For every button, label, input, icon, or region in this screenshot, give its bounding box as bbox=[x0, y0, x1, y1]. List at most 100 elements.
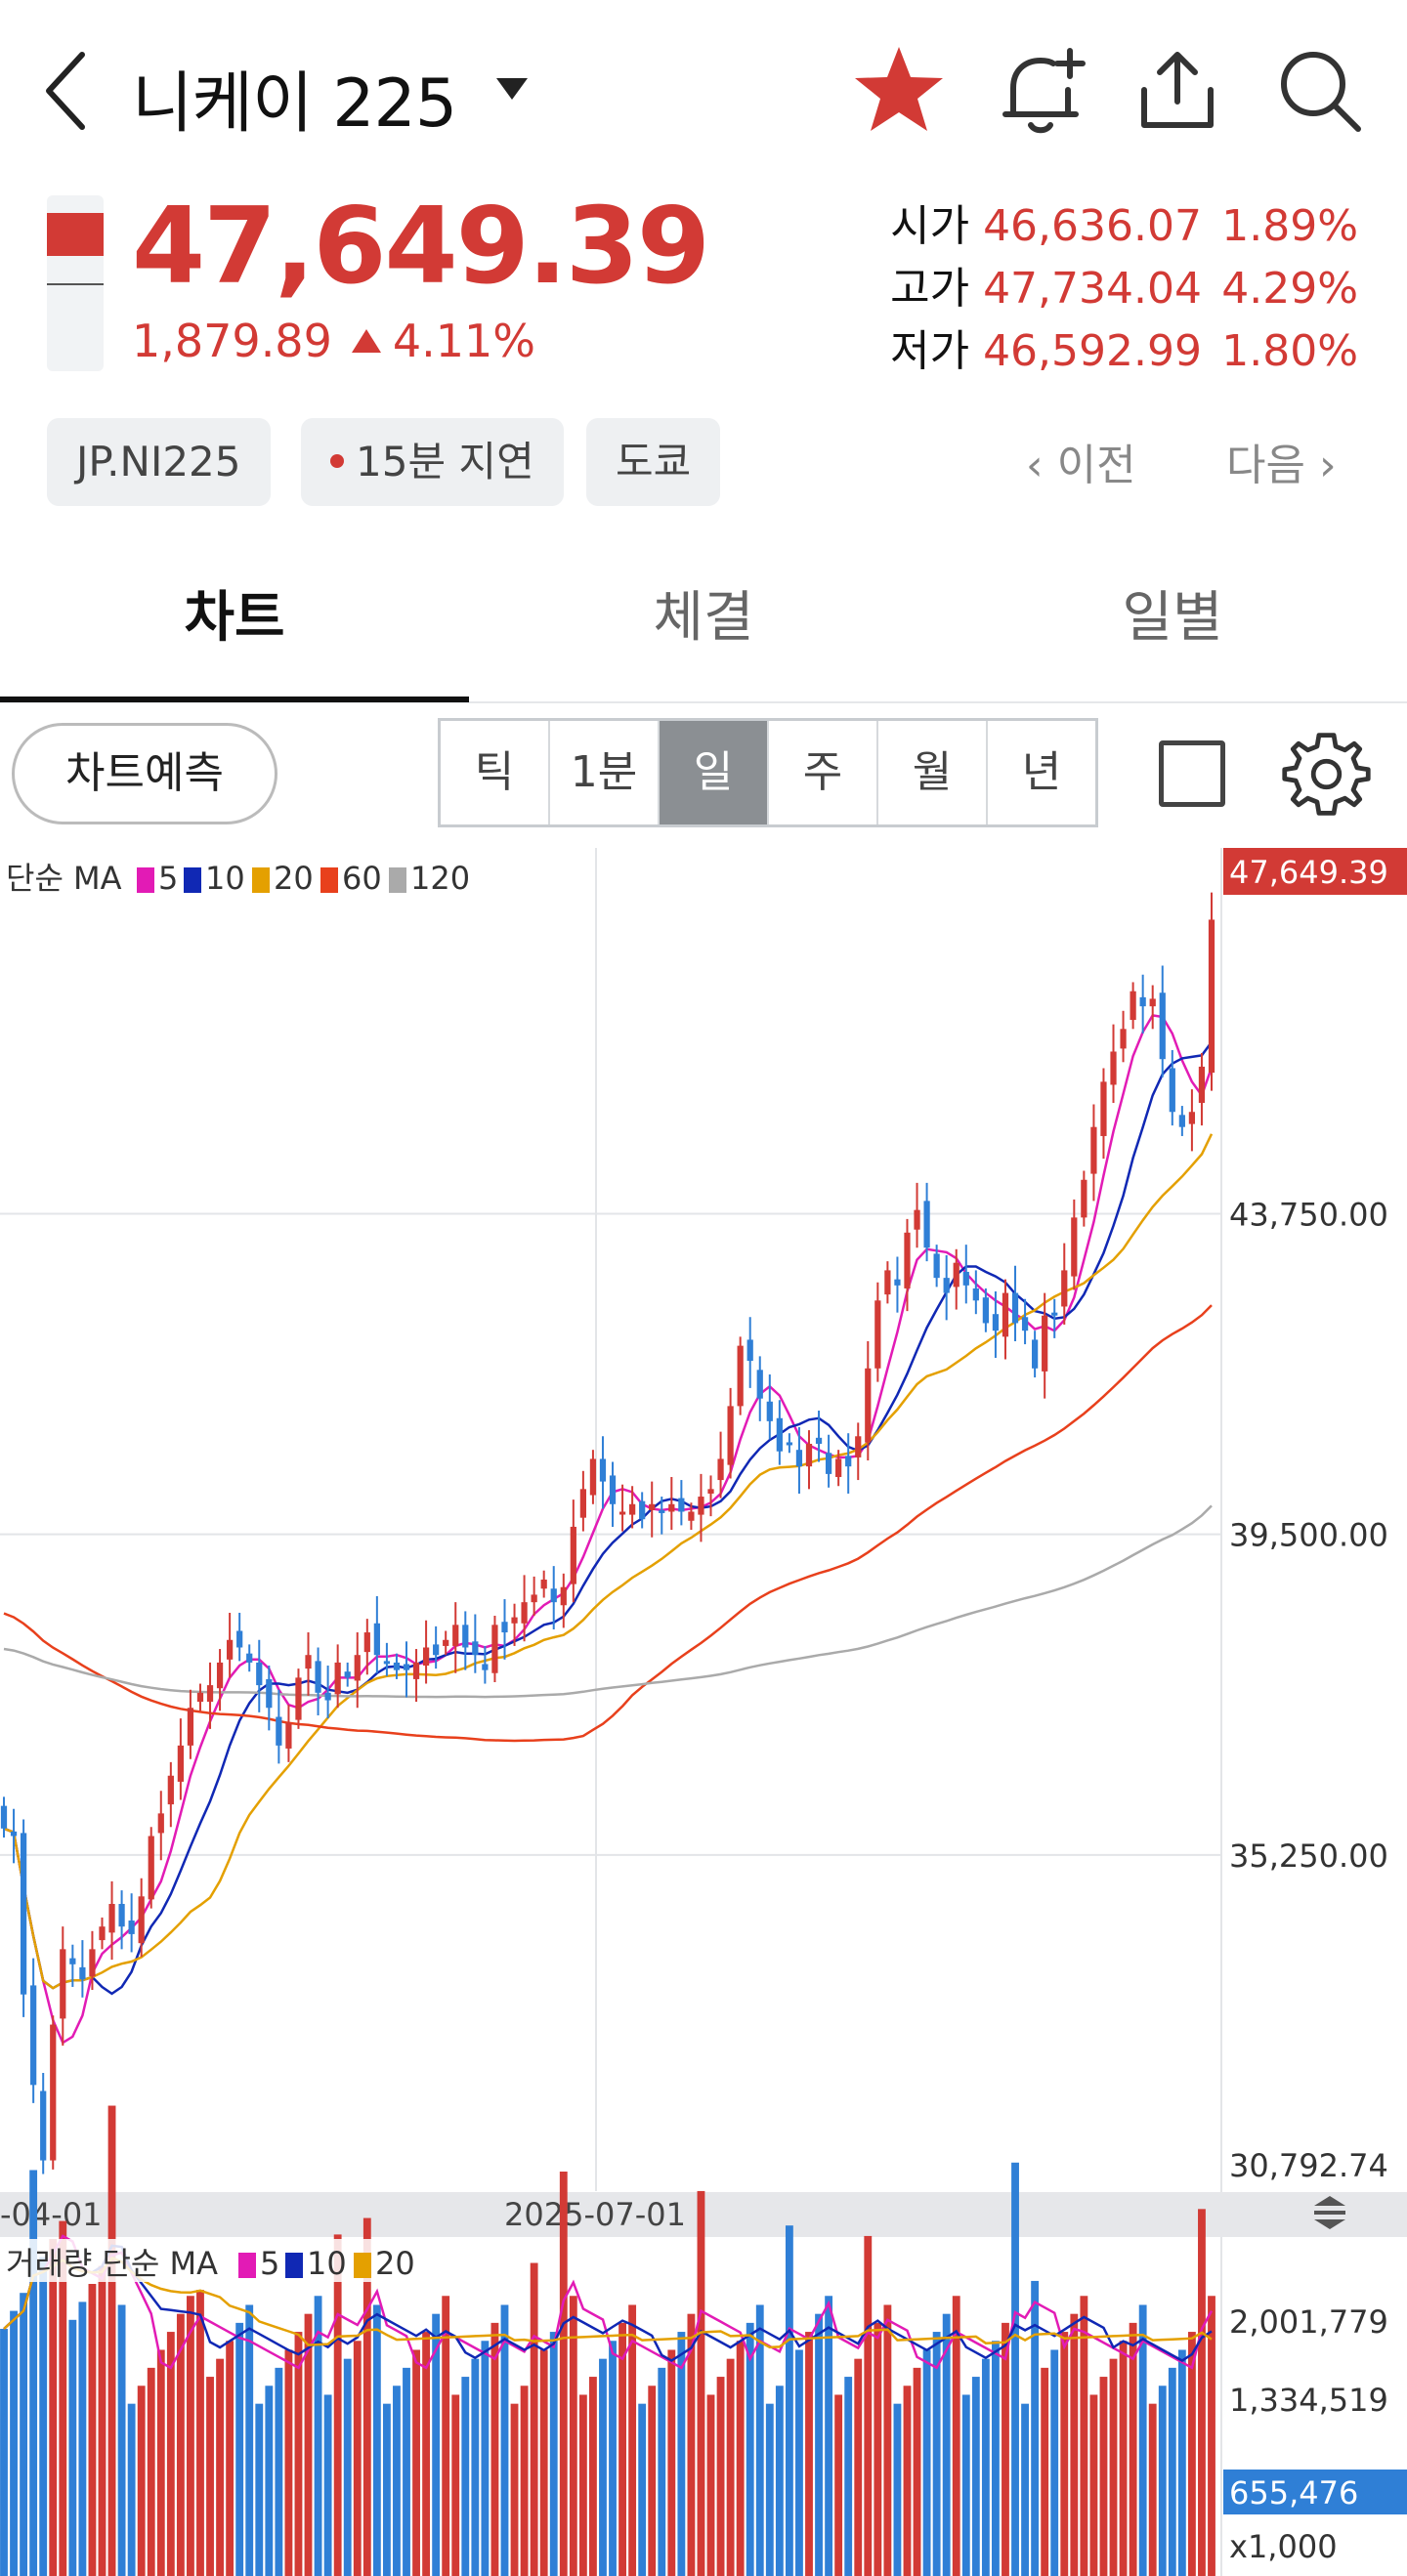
volume-bar bbox=[1168, 2367, 1176, 2576]
candle-body bbox=[216, 1662, 224, 1689]
share-icon[interactable] bbox=[1129, 41, 1226, 139]
candle-body bbox=[599, 1458, 607, 1482]
resize-handle-icon[interactable] bbox=[1314, 2196, 1345, 2229]
volume-bar bbox=[658, 2367, 666, 2576]
volume-bar bbox=[107, 2105, 116, 2576]
next-button[interactable]: 다음 › bbox=[1226, 430, 1337, 492]
candle-body bbox=[717, 1458, 724, 1481]
volume-bar bbox=[952, 2296, 960, 2576]
volume-bar bbox=[716, 2377, 725, 2576]
price-chart[interactable]: 43,750.00 39,500.00 35,250.00 30,792.74 단순 … bbox=[0, 848, 1407, 2576]
tab-chart[interactable]: 차트 bbox=[184, 586, 285, 650]
candle-body bbox=[962, 1271, 969, 1286]
candle-body bbox=[746, 1339, 753, 1362]
open-row: 시가 46,636.07 1.89% bbox=[890, 195, 1358, 258]
prev-button[interactable]: ‹ 이전 bbox=[1026, 430, 1136, 492]
volume-bar bbox=[785, 2225, 793, 2576]
volume-bar bbox=[314, 2296, 322, 2576]
candle-body bbox=[698, 1497, 704, 1515]
volume-bar bbox=[226, 2341, 234, 2576]
page-title[interactable]: 니케이 225 bbox=[132, 65, 457, 143]
candle-body bbox=[69, 1958, 76, 1964]
candle-body bbox=[953, 1262, 959, 1288]
volume-bar bbox=[599, 2358, 607, 2576]
volume-bar bbox=[137, 2386, 146, 2576]
search-icon[interactable] bbox=[1270, 41, 1368, 139]
volume-bar bbox=[284, 2349, 293, 2576]
volume-bar bbox=[854, 2358, 863, 2576]
candle-body bbox=[393, 1662, 401, 1670]
candle-body bbox=[1051, 1312, 1058, 1316]
volume-bar bbox=[68, 2319, 77, 2576]
volume-bar bbox=[1011, 2162, 1019, 2576]
price-tick-4: 30,792.74 bbox=[1229, 2147, 1388, 2184]
volume-bar bbox=[825, 2296, 833, 2576]
gear-icon[interactable] bbox=[1280, 728, 1373, 821]
volume-bar bbox=[765, 2403, 774, 2576]
candle-body bbox=[60, 1949, 66, 2019]
ma5-swatch bbox=[137, 867, 154, 893]
volume-bar bbox=[59, 2220, 67, 2576]
price-tick-3: 35,250.00 bbox=[1229, 1837, 1388, 1875]
candle-body bbox=[1002, 1292, 1009, 1337]
chart-predict-button[interactable]: 차트예측 bbox=[12, 723, 277, 824]
tab-trades[interactable]: 체결 bbox=[653, 586, 754, 650]
volume-bar bbox=[638, 2403, 647, 2576]
candle-body bbox=[923, 1201, 930, 1248]
candle-body bbox=[1149, 998, 1156, 1007]
market-chip: 도쿄 bbox=[586, 418, 721, 506]
period-tick[interactable]: 틱 bbox=[441, 721, 550, 824]
delay-label: 15분 지연 bbox=[356, 438, 534, 486]
volume-tick-1: 1,334,519 bbox=[1229, 2382, 1388, 2419]
candle-body bbox=[128, 1921, 135, 1934]
volume-bar bbox=[903, 2386, 912, 2576]
prev-label: 이전 bbox=[1056, 441, 1136, 490]
vol-ma20-swatch bbox=[354, 2253, 371, 2278]
chevron-right-icon: › bbox=[1318, 441, 1337, 490]
volume-bar bbox=[216, 2358, 224, 2576]
fullscreen-square-icon[interactable] bbox=[1159, 740, 1225, 807]
candle-body bbox=[305, 1655, 312, 1669]
price-change: 1,879.89 4.11% bbox=[132, 315, 535, 367]
candle-body bbox=[1208, 919, 1215, 1074]
volume-bar bbox=[451, 2394, 460, 2576]
volume-bar bbox=[362, 2217, 371, 2576]
period-week[interactable]: 주 bbox=[769, 721, 878, 824]
candle-body bbox=[138, 1896, 145, 1944]
low-pct: 1.80% bbox=[1221, 326, 1358, 376]
bell-plus-icon[interactable] bbox=[992, 41, 1089, 139]
candle-body bbox=[795, 1450, 803, 1467]
price-ma-legend: 단순 MA 5 10 20 60 120 bbox=[6, 860, 470, 897]
candle-body bbox=[1130, 991, 1136, 1021]
volume-bar bbox=[412, 2349, 420, 2576]
volume-bar bbox=[726, 2358, 735, 2576]
tab-daily[interactable]: 일별 bbox=[1122, 586, 1223, 650]
volume-bar bbox=[471, 2358, 480, 2576]
next-label: 다음 bbox=[1226, 441, 1305, 490]
volume-bar bbox=[775, 2386, 784, 2576]
candle-body bbox=[540, 1579, 547, 1589]
period-year[interactable]: 년 bbox=[1021, 747, 1062, 797]
volume-bar bbox=[422, 2332, 431, 2576]
star-icon[interactable] bbox=[850, 41, 948, 139]
chevron-left-icon: ‹ bbox=[1026, 441, 1044, 490]
back-icon[interactable] bbox=[39, 47, 98, 135]
candle-body bbox=[629, 1503, 636, 1515]
dropdown-caret-icon[interactable] bbox=[496, 78, 528, 100]
volume-ma-lines bbox=[3, 2234, 1214, 2370]
volume-bar bbox=[98, 2265, 107, 2576]
volume-bar bbox=[1109, 2358, 1118, 2576]
volume-bar bbox=[569, 2296, 577, 2576]
volume-bar bbox=[795, 2349, 803, 2576]
candle-body bbox=[50, 2024, 57, 2161]
candle-body bbox=[982, 1297, 989, 1324]
candle-body bbox=[1071, 1217, 1078, 1277]
period-1min[interactable]: 1분 bbox=[550, 721, 660, 824]
period-month[interactable]: 월 bbox=[878, 721, 988, 824]
volume-bar bbox=[628, 2304, 637, 2576]
change-percent: 4.11% bbox=[392, 315, 535, 367]
candle-body bbox=[1042, 1315, 1048, 1372]
candle-body bbox=[992, 1314, 1000, 1331]
volume-bar bbox=[942, 2313, 951, 2576]
period-day[interactable]: 일 bbox=[660, 721, 769, 824]
